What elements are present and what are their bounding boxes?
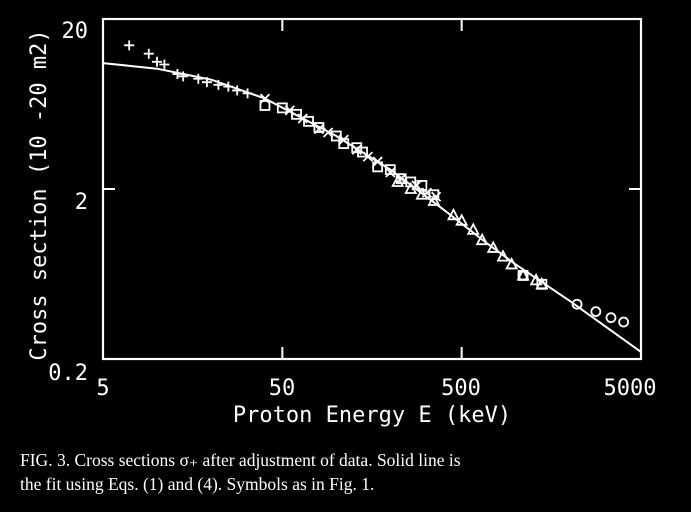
data-point-circle bbox=[517, 270, 529, 281]
cross-section-chart: 5 50 500 5000 20 2 0.2 Proton Energy E (… bbox=[27, 17, 657, 428]
x-tick-label-5000: 5000 bbox=[604, 376, 657, 401]
data-point-square bbox=[259, 100, 271, 111]
x-tick-label-500: 500 bbox=[441, 376, 481, 401]
data-point-plus bbox=[223, 81, 234, 92]
data-point-triangle bbox=[505, 256, 519, 270]
data-point-triangle bbox=[466, 222, 480, 235]
data-point-triangle bbox=[391, 174, 405, 187]
x-tick-label-50: 50 bbox=[269, 376, 296, 401]
data-point-square bbox=[291, 108, 302, 120]
x-tick-label-5: 5 bbox=[96, 376, 109, 401]
data-point-triangle bbox=[486, 240, 500, 253]
data-point-cross bbox=[421, 187, 433, 198]
data-point-plus bbox=[159, 59, 170, 70]
data-point-circle bbox=[571, 298, 583, 310]
data-point-plus bbox=[143, 48, 154, 59]
data-point-circle bbox=[605, 312, 617, 324]
data-point-circle bbox=[590, 306, 602, 318]
data-point-square bbox=[313, 122, 325, 133]
data-point-triangle bbox=[427, 193, 441, 206]
data-point-triangle bbox=[535, 276, 549, 290]
data-point-cross bbox=[297, 113, 308, 124]
data-point-triangle bbox=[496, 249, 510, 262]
fit-line-group bbox=[102, 62, 642, 353]
data-point-square bbox=[384, 164, 396, 176]
data-point-cross bbox=[372, 156, 383, 167]
data-point-cross bbox=[284, 105, 295, 116]
data-point-cross bbox=[351, 144, 362, 155]
y-tick-label-20: 20 bbox=[62, 19, 89, 44]
data-point-cross bbox=[430, 191, 442, 202]
data-points bbox=[124, 40, 630, 328]
data-point-cross bbox=[259, 93, 271, 104]
data-point-plus bbox=[124, 40, 135, 51]
data-point-plus bbox=[178, 71, 189, 82]
x-axis-label: Proton Energy E (keV) bbox=[233, 403, 511, 428]
data-point-cross bbox=[385, 167, 396, 178]
y-axis-label: Cross section (10 -20 m2) bbox=[27, 29, 52, 360]
data-point-triangle bbox=[415, 187, 429, 200]
data-point-cross bbox=[338, 134, 349, 145]
data-point-square bbox=[303, 115, 314, 127]
caption-line-1: FIG. 3. Cross sections σ₊ after adjustme… bbox=[20, 450, 461, 470]
data-point-plus bbox=[232, 85, 243, 96]
data-point-plus bbox=[242, 88, 253, 99]
plot-area-frame bbox=[101, 17, 643, 361]
data-point-triangle bbox=[455, 213, 469, 226]
y-tick-label-2: 2 bbox=[75, 190, 88, 215]
fit-line bbox=[102, 62, 642, 353]
data-point-cross bbox=[362, 151, 374, 162]
data-point-square bbox=[405, 176, 417, 188]
data-point-circle bbox=[618, 316, 630, 328]
data-point-triangle bbox=[475, 232, 489, 246]
data-point-plus bbox=[201, 77, 212, 88]
data-point-triangle bbox=[529, 272, 543, 286]
data-point-cross bbox=[322, 127, 334, 138]
data-point-plus bbox=[193, 73, 204, 84]
data-point-plus bbox=[151, 56, 162, 67]
data-point-triangle bbox=[446, 207, 460, 221]
data-point-triangle bbox=[404, 181, 418, 194]
figure-caption: FIG. 3. Cross sections σ₊ after adjustme… bbox=[20, 448, 680, 496]
axis-ticks bbox=[102, 18, 642, 360]
data-point-cross bbox=[313, 123, 325, 135]
data-point-plus bbox=[172, 68, 183, 79]
data-point-plus bbox=[213, 79, 224, 90]
y-tick-label-0.2: 0.2 bbox=[48, 361, 88, 386]
caption-line-2: the fit using Eqs. (1) and (4). Symbols … bbox=[20, 474, 375, 494]
